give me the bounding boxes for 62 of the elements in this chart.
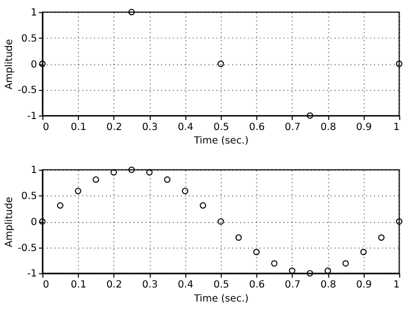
- point: [306, 270, 314, 276]
- point: [128, 8, 135, 16]
- y-tick-label: 0.5: [21, 33, 37, 44]
- x-tick-label: 1: [393, 280, 400, 291]
- x-tick-label: 0.9: [356, 280, 372, 291]
- x-axis-title: Time (sec.): [192, 293, 249, 304]
- point: [288, 267, 296, 274]
- y-tick-label: -1: [27, 111, 37, 122]
- y-axis-title: Amplitude: [4, 196, 15, 248]
- x-tick-label: 0.7: [284, 122, 300, 133]
- y-tick-label: 0: [30, 59, 37, 70]
- point: [164, 176, 170, 183]
- x-tick-label: 0.1: [70, 280, 86, 291]
- point: [39, 60, 46, 68]
- y-tick-label: 0: [30, 216, 37, 228]
- x-tick-label: 0.6: [249, 122, 265, 133]
- point: [378, 234, 385, 241]
- x-tick-label: 0.3: [142, 122, 158, 133]
- point: [218, 218, 224, 225]
- point: [57, 202, 64, 209]
- y-axis-title: Amplitude: [4, 39, 15, 90]
- y-tick-label: 0.5: [21, 191, 37, 202]
- point: [342, 260, 349, 267]
- point: [324, 267, 332, 274]
- point: [92, 176, 100, 183]
- point: [128, 166, 135, 173]
- y-tick-label: 1: [30, 8, 37, 19]
- y-tick-label: -0.5: [18, 85, 37, 96]
- point: [74, 188, 82, 194]
- point: [235, 234, 242, 241]
- x-tick-label: 0: [42, 122, 50, 133]
- x-tick-label: 0.9: [356, 122, 372, 133]
- y-tick-label: 1: [30, 165, 37, 176]
- point: [396, 60, 402, 68]
- x-tick-label: 0: [42, 280, 50, 291]
- point: [110, 169, 117, 176]
- point: [306, 112, 314, 119]
- x-tick-label: 0.2: [106, 122, 122, 133]
- point: [253, 248, 260, 256]
- x-tick-label: 0.7: [284, 280, 300, 291]
- y-tick-label: -1: [27, 268, 37, 280]
- point: [396, 218, 402, 225]
- x-tick-label: 0.6: [249, 280, 265, 291]
- point: [200, 202, 206, 209]
- x-tick-label: 0.2: [106, 280, 122, 291]
- point: [360, 248, 367, 256]
- x-tick-label: 0.1: [70, 122, 86, 133]
- x-tick-label: 0.3: [142, 280, 158, 291]
- point: [146, 169, 153, 176]
- y-tick-label: -0.5: [18, 242, 37, 254]
- point: [39, 218, 46, 225]
- x-tick-label: 0.4: [178, 122, 194, 133]
- x-tick-label: 0.5: [213, 280, 230, 291]
- x-axis-title: Time (sec.): [192, 136, 249, 147]
- x-tick-label: 0.4: [178, 280, 194, 291]
- x-tick-label: 1: [393, 122, 400, 133]
- point: [271, 260, 278, 267]
- point: [182, 188, 188, 194]
- x-tick-label: 0.8: [320, 122, 336, 133]
- point: [218, 60, 224, 68]
- x-tick-label: 0.8: [320, 280, 336, 291]
- x-tick-label: 0.5: [213, 122, 230, 133]
